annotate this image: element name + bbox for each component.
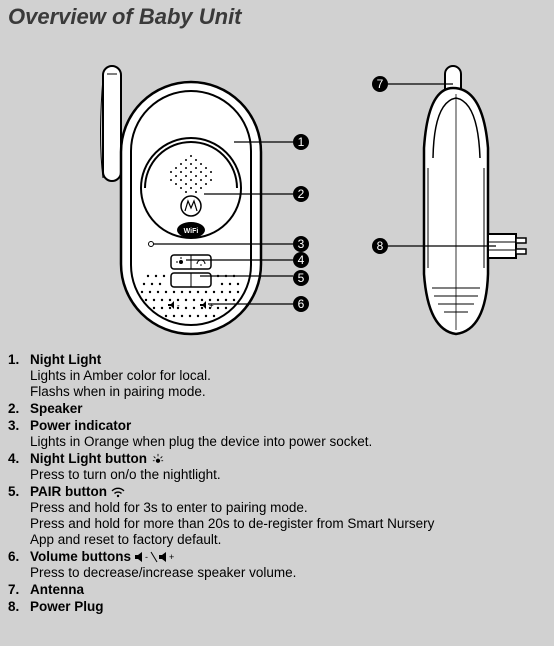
legend-item-num: 8. [8,599,30,614]
legend-item-body: Speaker [30,401,546,416]
legend-item-label: Speaker [30,401,83,416]
legend-item-desc: Lights in Amber color for local. [30,368,546,383]
legend-item: 3.Power indicatorLights in Orange when p… [8,418,546,449]
legend-item-desc: Press to decrease/increase speaker volum… [30,565,546,580]
legend-item: 8.Power Plug [8,599,546,614]
callout-6: 6 [298,297,305,311]
legend-item-desc: App and reset to factory default. [30,532,546,547]
legend-item: 6.Volume buttons Press to decrease/incre… [8,549,546,580]
legend-item-label: Night Light button [30,451,151,466]
svg-text:-: - [177,301,180,310]
svg-text:+: + [209,301,214,310]
legend-item-label: PAIR button [30,484,111,499]
legend-item-desc: Lights in Orange when plug the device in… [30,434,546,449]
legend-item-desc: Press to turn on/o the nightlight. [30,467,546,482]
legend-item: 1.Night LightLights in Amber color for l… [8,352,546,399]
legend-item-num: 3. [8,418,30,433]
legend-item-body: Power indicatorLights in Orange when plu… [30,418,546,449]
nightlight-icon [151,453,165,465]
page-title: Overview of Baby Unit [8,4,546,30]
legend-item-label: Volume buttons [30,549,135,564]
callout-4: 4 [298,253,305,267]
legend-item-body: Volume buttons Press to decrease/increas… [30,549,546,580]
legend-item-num: 6. [8,549,30,564]
legend-item-body: Power Plug [30,599,546,614]
device-diagram: WiFi [8,38,546,348]
front-body: WiFi [121,82,261,334]
legend-item-body: PAIR button Press and hold for 3s to ent… [30,484,546,547]
side-body [424,66,526,334]
callout-3: 3 [298,237,305,251]
legend-item-desc: Flashs when in pairing mode. [30,384,546,399]
legend-item-num: 7. [8,582,30,597]
wifi-icon [111,486,125,498]
legend-item-label: Antenna [30,582,84,597]
legend-item-desc: Press and hold for 3s to enter to pairin… [30,500,546,515]
front-antenna [101,66,122,181]
callout-7: 7 [377,77,384,91]
legend-item-label: Power Plug [30,599,104,614]
legend-item: 2.Speaker [8,401,546,416]
legend-item: 4.Night Light button Press to turn on/o … [8,451,546,482]
legend-item-desc: Press and hold for more than 20s to de-r… [30,516,546,531]
legend-list: 1.Night LightLights in Amber color for l… [8,352,546,614]
callout-2: 2 [298,187,305,201]
legend-item-label: Night Light [30,352,101,367]
legend-item: 5.PAIR button Press and hold for 3s to e… [8,484,546,547]
legend-item: 7.Antenna [8,582,546,597]
callout-1: 1 [298,135,305,149]
svg-text:WiFi: WiFi [184,228,199,235]
volume-icon [135,551,177,563]
legend-item-body: Night Light button Press to turn on/o th… [30,451,546,482]
legend-item-body: Antenna [30,582,546,597]
legend-item-num: 2. [8,401,30,416]
legend-item-num: 1. [8,352,30,367]
legend-item-num: 4. [8,451,30,466]
legend-item-label: Power indicator [30,418,131,433]
callout-8: 8 [377,239,384,253]
legend-item-body: Night LightLights in Amber color for loc… [30,352,546,399]
legend-item-num: 5. [8,484,30,499]
callout-5: 5 [298,271,305,285]
